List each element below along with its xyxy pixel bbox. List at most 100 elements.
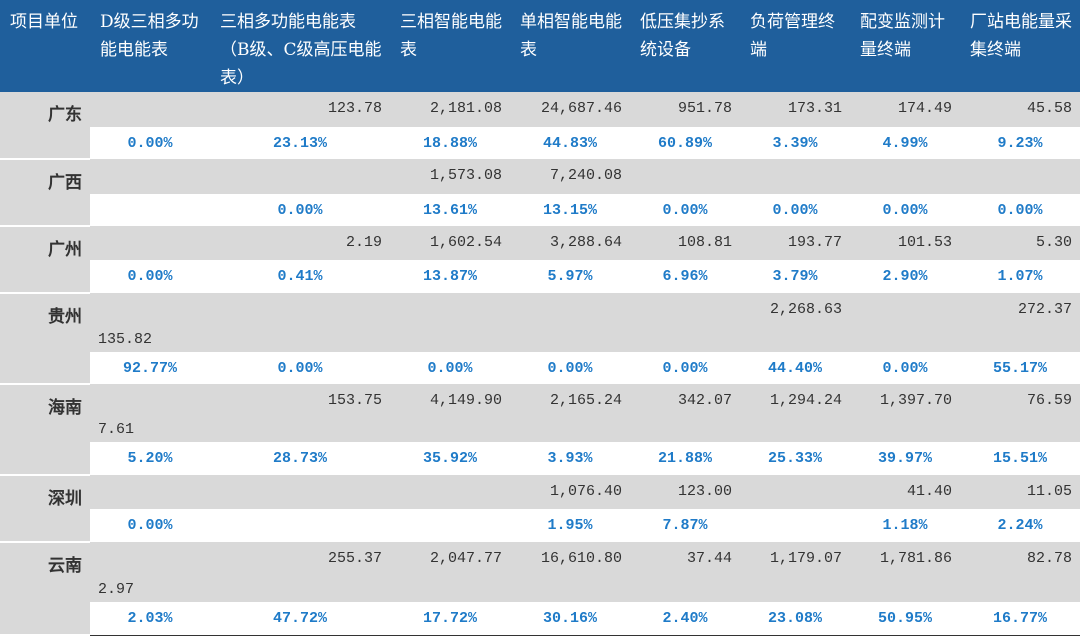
value-cell xyxy=(390,293,510,352)
value-cell: 123.78 xyxy=(210,92,390,127)
value-cell: 1,179.07 xyxy=(740,542,850,602)
share-cell: 13.87% xyxy=(422,268,477,285)
share-cell: 0.00% xyxy=(662,359,708,377)
header-cell: D级三相多功能电能表 xyxy=(90,0,210,92)
share-cell: 2.40% xyxy=(630,602,740,636)
share-cell: 9.23% xyxy=(997,134,1043,152)
value-cell xyxy=(850,293,960,352)
share-cell: 0.00% xyxy=(662,201,708,219)
share-cell: 6.96% xyxy=(662,268,708,285)
value-cell: 2,047.77 xyxy=(390,542,510,602)
header-cell: 厂站电能量采集终端 xyxy=(960,0,1080,92)
value-cell: 2,181.08 xyxy=(390,92,510,127)
value-cell: 255.37 xyxy=(210,542,390,602)
share-cell: 2.03% xyxy=(90,602,210,636)
header-row: 项目单位 D级三相多功能电能表 三相多功能电能表（B级、C级高压电能表） 三相智能电能… xyxy=(0,0,1080,92)
share-cell: 16.77% xyxy=(960,602,1080,636)
value-cell: 5.30 xyxy=(960,226,1080,260)
value-cell: 82.78 xyxy=(960,542,1080,602)
share-cell: 0.00% xyxy=(277,359,323,377)
share-cell: 0.00% xyxy=(127,517,173,534)
header-cell: 项目单位 xyxy=(0,0,90,92)
share-cell: 23.08% xyxy=(740,602,850,636)
value-cell: 135.82 xyxy=(90,293,210,352)
share-cell: 5.97% xyxy=(547,268,593,285)
share-cell xyxy=(210,509,390,542)
value-cell: 37.44 xyxy=(630,542,740,602)
share-row: 92.77% 0.00% 0.00% 0.00% 0.00% 44.40% 0.00% 55.… xyxy=(0,352,1080,384)
share-cell: 0.00% xyxy=(882,359,928,377)
share-cell: 18.88% xyxy=(422,134,477,152)
value-cell: 1,397.70 xyxy=(850,384,960,442)
value-cell: 108.81 xyxy=(630,226,740,260)
value-cell: 1,076.40 xyxy=(510,475,630,509)
value-cell xyxy=(960,159,1080,194)
value-cell: 174.49 xyxy=(850,92,960,127)
value-cell: 7,240.08 xyxy=(510,159,630,194)
unit-name: 广东 xyxy=(0,92,90,160)
value-cell xyxy=(90,226,210,260)
value-cell xyxy=(510,293,630,352)
value-cell xyxy=(210,159,390,194)
share-cell: 7.87% xyxy=(662,517,708,534)
value-cell: 11.05 xyxy=(960,475,1080,509)
value-cell: 2.97 xyxy=(90,542,210,602)
table-body: 广东 123.78 2,181.08 24,687.46 951.78 173.31 174… xyxy=(0,92,1080,636)
share-cell: 30.16% xyxy=(510,602,630,636)
share-row: 2.03% 47.72% 17.72% 30.16% 2.40% 23.08% 50.95%… xyxy=(0,602,1080,636)
value-cell xyxy=(850,159,960,194)
share-cell: 0.00% xyxy=(882,201,928,219)
share-cell: 13.15% xyxy=(542,201,597,219)
unit-name: 广州 xyxy=(0,226,90,294)
share-cell xyxy=(740,509,850,542)
value-cell xyxy=(630,293,740,352)
value-cell: 951.78 xyxy=(630,92,740,127)
value-cell: 24,687.46 xyxy=(510,92,630,127)
share-cell: 15.51% xyxy=(992,450,1047,467)
value-cell: 342.07 xyxy=(630,384,740,442)
unit-name: 广西 xyxy=(0,159,90,227)
share-cell: 13.61% xyxy=(422,201,477,219)
share-cell xyxy=(90,194,210,226)
share-row: 0.00% 23.13% 18.88% 44.83% 60.89% 3.39% 4.99% 9… xyxy=(0,127,1080,159)
share-cell: 4.99% xyxy=(882,134,928,152)
value-cell: 2.19 xyxy=(210,226,390,260)
share-cell: 1.18% xyxy=(882,517,928,534)
share-cell: 2.24% xyxy=(997,517,1043,534)
value-cell: 41.40 xyxy=(850,475,960,509)
value-cell: 173.31 xyxy=(740,92,850,127)
share-cell: 0.00% xyxy=(277,201,323,219)
value-cell xyxy=(210,475,390,509)
value-cell: 1,294.24 xyxy=(740,384,850,442)
value-cell: 193.77 xyxy=(740,226,850,260)
share-cell: 39.97% xyxy=(877,450,932,467)
share-cell: 3.79% xyxy=(772,268,818,285)
share-cell: 3.93% xyxy=(547,450,593,467)
share-row: 0.00% 1.95% 7.87% 1.18% 2.24% xyxy=(0,509,1080,542)
value-cell xyxy=(630,159,740,194)
header-cell: 三相智能电能表 xyxy=(390,0,510,92)
value-cell: 1,573.08 xyxy=(390,159,510,194)
share-cell: 28.73% xyxy=(272,450,327,467)
value-cell: 2,165.24 xyxy=(510,384,630,442)
share-cell: 5.20% xyxy=(127,450,173,467)
share-row: 0.00% 13.61% 13.15% 0.00% 0.00% 0.00% 0.00% xyxy=(0,194,1080,226)
value-row: 广州 2.19 1,602.54 3,288.64 108.81 193.77 101.53… xyxy=(0,226,1080,294)
share-cell: 1.95% xyxy=(547,517,593,534)
header-cell: 单相智能电能表 xyxy=(510,0,630,92)
value-cell: 45.58 xyxy=(960,92,1080,127)
share-row: 0.00% 0.41% 13.87% 5.97% 6.96% 3.79% 2.90% 1.07… xyxy=(0,260,1080,293)
unit-name: 贵州 xyxy=(0,293,90,385)
value-cell xyxy=(90,159,210,194)
value-row: 深圳 1,076.40 123.00 41.40 11.05 xyxy=(0,475,1080,543)
share-cell: 0.00% xyxy=(997,201,1043,219)
share-cell: 0.00% xyxy=(127,134,173,152)
share-cell: 25.33% xyxy=(767,450,822,467)
share-cell xyxy=(390,509,510,542)
share-cell: 0.00% xyxy=(772,201,818,219)
unit-name: 深圳 xyxy=(0,475,90,543)
value-cell xyxy=(390,475,510,509)
share-cell: 0.00% xyxy=(427,359,473,377)
